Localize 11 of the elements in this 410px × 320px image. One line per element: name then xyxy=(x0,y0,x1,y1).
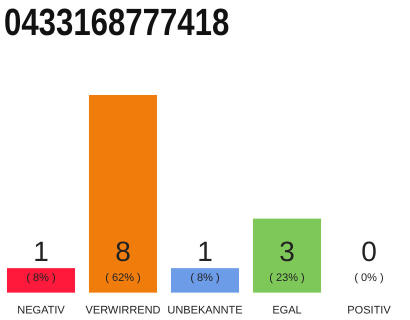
x-tick-label: NEGATIV xyxy=(17,304,66,316)
x-tick-label: EGAL xyxy=(272,304,302,316)
x-tick-label: UNBEKANNTE xyxy=(167,304,243,316)
data-label: 8 ( 62% ) xyxy=(105,236,141,284)
x-tick-label: POSITIV xyxy=(347,304,392,316)
data-label: 1 ( 8% ) xyxy=(26,236,56,284)
data-label: 3 ( 23% ) xyxy=(269,236,305,284)
x-tick-label: VERWIRREND xyxy=(86,304,161,316)
data-label: 0 ( 0% ) xyxy=(354,236,384,284)
data-label: 1 ( 8% ) xyxy=(190,236,220,284)
chart-title: 0433168777418 xyxy=(4,2,230,45)
